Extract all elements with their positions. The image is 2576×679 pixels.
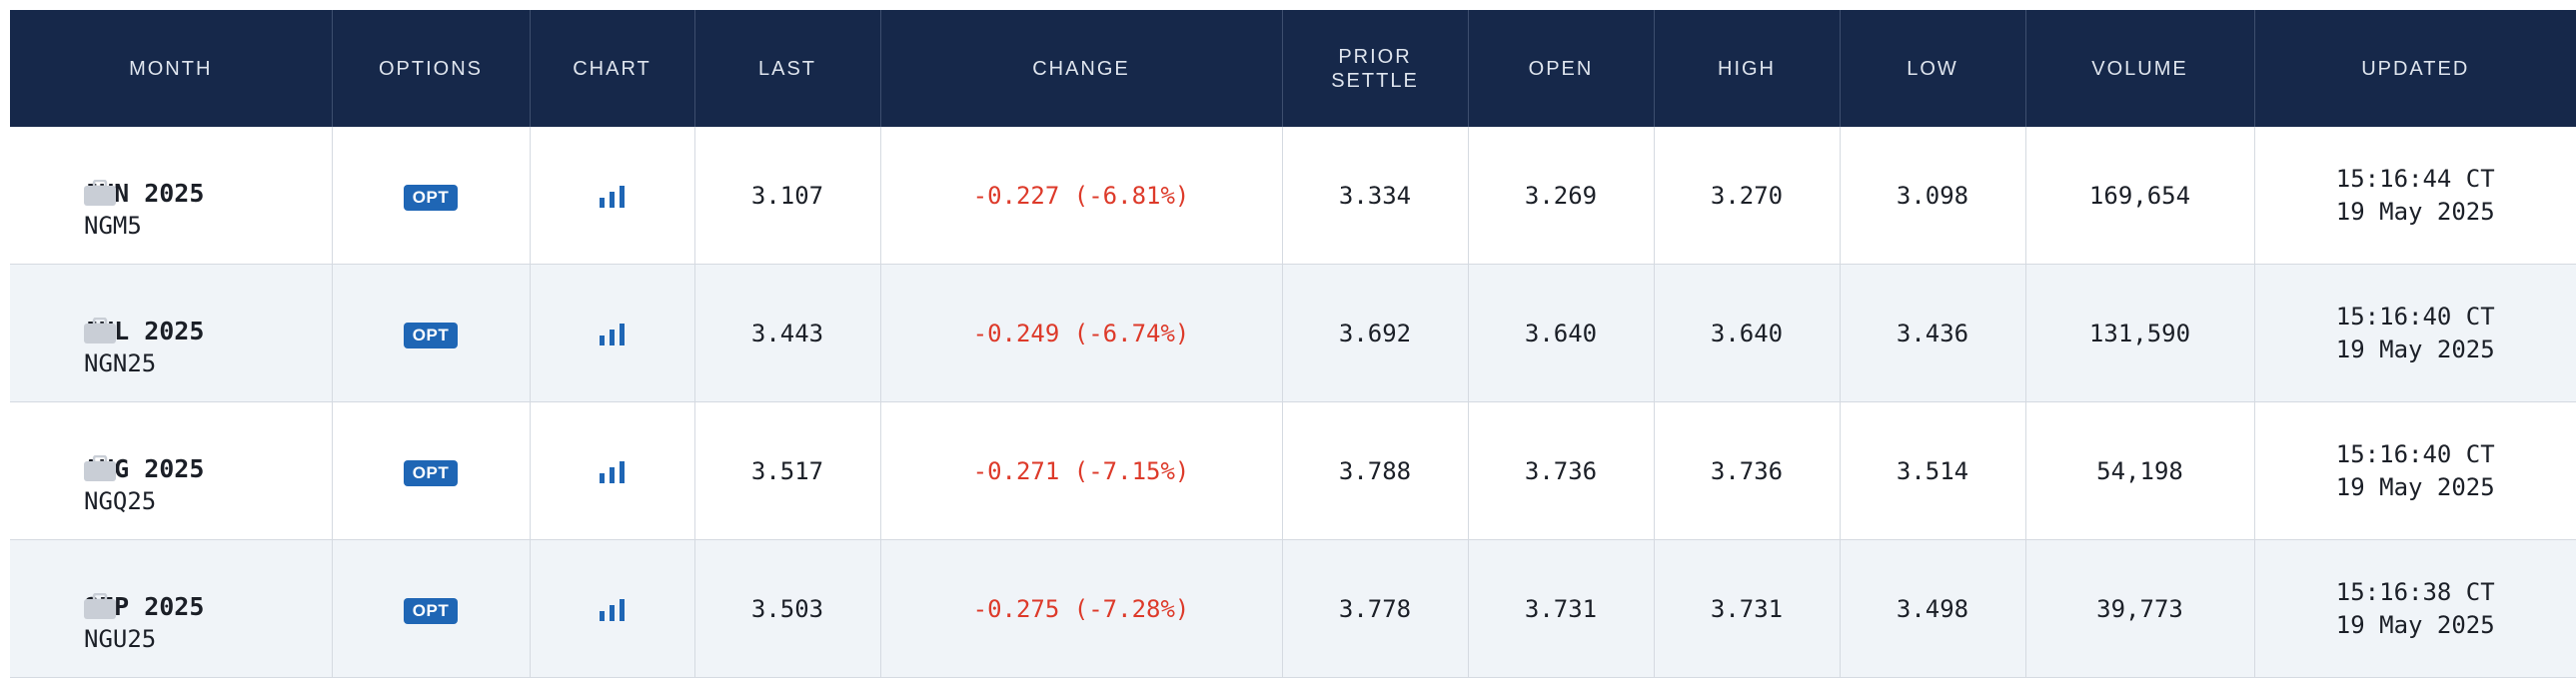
briefcase-icon[interactable] bbox=[84, 592, 116, 619]
month-text: JUL 2025 NGN25 bbox=[84, 315, 324, 379]
contract-month: JUN 2025 bbox=[84, 179, 205, 208]
opt-button[interactable]: OPT bbox=[403, 322, 459, 348]
open-value: 3.269 bbox=[1468, 127, 1655, 265]
low-value: 3.436 bbox=[1840, 264, 2026, 402]
updated-time: 15:16:38 CT bbox=[2335, 577, 2495, 606]
high-value: 3.640 bbox=[1654, 264, 1841, 402]
bar-chart-icon[interactable] bbox=[599, 460, 626, 483]
month-text: JUN 2025 NGM5 bbox=[84, 177, 324, 242]
change-value: -0.227 (-6.81%) bbox=[880, 127, 1283, 265]
futures-quotes-table: MONTH OPTIONS CHART LAST CHANGE PRIOR SE… bbox=[10, 10, 2576, 678]
contract-code: NGN25 bbox=[84, 349, 157, 377]
header-chart: CHART bbox=[530, 10, 695, 127]
open-value: 3.736 bbox=[1468, 401, 1655, 540]
prior-settle-value: 3.692 bbox=[1282, 264, 1469, 402]
bar-chart-icon[interactable] bbox=[599, 323, 626, 345]
header-prior-settle-line2: SETTLE bbox=[1331, 69, 1419, 92]
contract-month: JUL 2025 bbox=[84, 317, 205, 345]
contract-code: NGM5 bbox=[84, 212, 142, 240]
contract-month: AUG 2025 bbox=[84, 454, 205, 483]
month-cell: AUG 2025 NGQ25 bbox=[10, 401, 333, 540]
table-row: JUL 2025 NGN25 OPT 3.443 -0.249 (-6.74%)… bbox=[10, 264, 2576, 402]
header-low[interactable]: LOW bbox=[1840, 10, 2026, 127]
volume-value: 131,590 bbox=[2025, 264, 2255, 402]
month-text: SEP 2025 NGU25 bbox=[84, 590, 324, 655]
open-value: 3.731 bbox=[1468, 539, 1655, 678]
low-value: 3.498 bbox=[1840, 539, 2026, 678]
last-value: 3.503 bbox=[694, 539, 881, 678]
options-cell: OPT bbox=[332, 539, 531, 678]
month-cell: JUL 2025 NGN25 bbox=[10, 264, 333, 402]
header-prior-settle-line1: PRIOR bbox=[1338, 45, 1412, 68]
futures-quotes-table-wrapper: MONTH OPTIONS CHART LAST CHANGE PRIOR SE… bbox=[10, 10, 2576, 678]
updated-date: 19 May 2025 bbox=[2335, 335, 2495, 363]
header-prior-settle[interactable]: PRIOR SETTLE bbox=[1282, 10, 1469, 127]
updated-time: 15:16:44 CT bbox=[2335, 164, 2495, 193]
contract-code: NGQ25 bbox=[84, 487, 157, 515]
low-value: 3.098 bbox=[1840, 127, 2026, 265]
header-last[interactable]: LAST bbox=[694, 10, 881, 127]
header-volume[interactable]: VOLUME bbox=[2025, 10, 2255, 127]
high-value: 3.731 bbox=[1654, 539, 1841, 678]
chart-cell bbox=[530, 264, 695, 402]
last-value: 3.517 bbox=[694, 401, 881, 540]
low-value: 3.514 bbox=[1840, 401, 2026, 540]
header-month[interactable]: MONTH bbox=[10, 10, 333, 127]
updated-cell: 15:16:44 CT 19 May 2025 bbox=[2254, 127, 2576, 265]
header-updated[interactable]: UPDATED bbox=[2254, 10, 2576, 127]
prior-settle-value: 3.778 bbox=[1282, 539, 1469, 678]
bar-chart-icon[interactable] bbox=[599, 185, 626, 208]
updated-date: 19 May 2025 bbox=[2335, 197, 2495, 226]
updated-cell: 15:16:40 CT 19 May 2025 bbox=[2254, 264, 2576, 402]
last-value: 3.443 bbox=[694, 264, 881, 402]
table-row: JUN 2025 NGM5 OPT 3.107 -0.227 (-6.81%) … bbox=[10, 127, 2576, 265]
updated-date: 19 May 2025 bbox=[2335, 610, 2495, 639]
chart-cell bbox=[530, 401, 695, 540]
high-value: 3.270 bbox=[1654, 127, 1841, 265]
options-cell: OPT bbox=[332, 264, 531, 402]
updated-cell: 15:16:38 CT 19 May 2025 bbox=[2254, 539, 2576, 678]
chart-cell bbox=[530, 127, 695, 265]
volume-value: 39,773 bbox=[2025, 539, 2255, 678]
table-header: MONTH OPTIONS CHART LAST CHANGE PRIOR SE… bbox=[10, 10, 2576, 127]
updated-date: 19 May 2025 bbox=[2335, 472, 2495, 501]
options-cell: OPT bbox=[332, 127, 531, 265]
opt-button[interactable]: OPT bbox=[403, 597, 459, 624]
volume-value: 169,654 bbox=[2025, 127, 2255, 265]
prior-settle-value: 3.788 bbox=[1282, 401, 1469, 540]
open-value: 3.640 bbox=[1468, 264, 1655, 402]
prior-settle-value: 3.334 bbox=[1282, 127, 1469, 265]
change-value: -0.271 (-7.15%) bbox=[880, 401, 1283, 540]
options-cell: OPT bbox=[332, 401, 531, 540]
opt-button[interactable]: OPT bbox=[403, 184, 459, 211]
header-high[interactable]: HIGH bbox=[1654, 10, 1841, 127]
table-row: SEP 2025 NGU25 OPT 3.503 -0.275 (-7.28%)… bbox=[10, 539, 2576, 678]
month-text: AUG 2025 NGQ25 bbox=[84, 452, 324, 517]
last-value: 3.107 bbox=[694, 127, 881, 265]
updated-time: 15:16:40 CT bbox=[2335, 439, 2495, 468]
change-value: -0.275 (-7.28%) bbox=[880, 539, 1283, 678]
briefcase-icon[interactable] bbox=[84, 317, 116, 343]
opt-button[interactable]: OPT bbox=[403, 459, 459, 486]
header-options: OPTIONS bbox=[332, 10, 531, 127]
bar-chart-icon[interactable] bbox=[599, 598, 626, 621]
change-value: -0.249 (-6.74%) bbox=[880, 264, 1283, 402]
month-cell: SEP 2025 NGU25 bbox=[10, 539, 333, 678]
updated-time: 15:16:40 CT bbox=[2335, 302, 2495, 331]
contract-month: SEP 2025 bbox=[84, 592, 205, 621]
table-row: AUG 2025 NGQ25 OPT 3.517 -0.271 (-7.15%)… bbox=[10, 401, 2576, 540]
briefcase-icon[interactable] bbox=[84, 454, 116, 481]
table-body: JUN 2025 NGM5 OPT 3.107 -0.227 (-6.81%) … bbox=[10, 127, 2576, 678]
header-open[interactable]: OPEN bbox=[1468, 10, 1655, 127]
updated-cell: 15:16:40 CT 19 May 2025 bbox=[2254, 401, 2576, 540]
chart-cell bbox=[530, 539, 695, 678]
briefcase-icon[interactable] bbox=[84, 179, 116, 206]
header-change[interactable]: CHANGE bbox=[880, 10, 1283, 127]
header-row: MONTH OPTIONS CHART LAST CHANGE PRIOR SE… bbox=[10, 10, 2576, 127]
high-value: 3.736 bbox=[1654, 401, 1841, 540]
month-cell: JUN 2025 NGM5 bbox=[10, 127, 333, 265]
volume-value: 54,198 bbox=[2025, 401, 2255, 540]
contract-code: NGU25 bbox=[84, 625, 157, 653]
